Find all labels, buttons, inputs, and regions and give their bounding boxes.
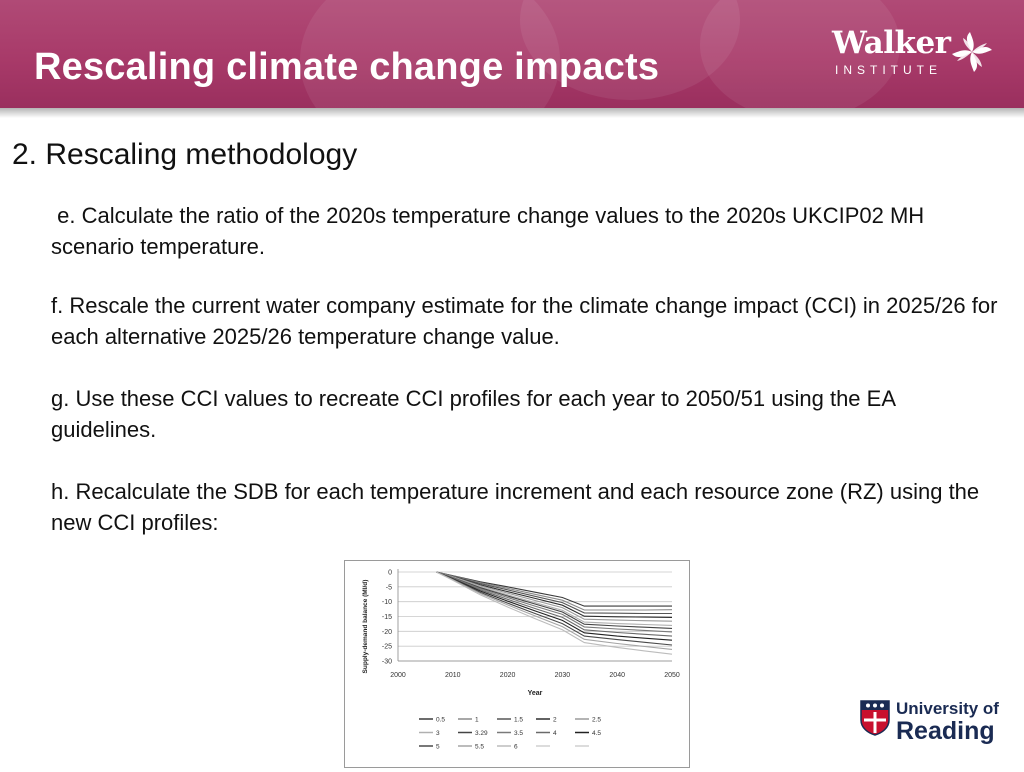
legend-label: 0.5 — [436, 717, 445, 724]
y-tick-label: 0 — [388, 570, 392, 577]
banner-decoration — [300, 0, 560, 160]
legend-label: 4 — [553, 730, 557, 737]
x-tick-label: 2020 — [500, 672, 516, 679]
x-axis-label: Year — [528, 690, 543, 697]
x-tick-label: 2040 — [609, 672, 625, 679]
step-f-text: f. Rescale the current water company est… — [51, 293, 998, 349]
y-tick-label: -10 — [382, 599, 392, 606]
legend-label: 1 — [475, 717, 479, 724]
walker-institute-logo: Walker INSTITUTE — [832, 25, 951, 78]
series-line — [436, 571, 673, 650]
series-line — [436, 571, 673, 622]
legend-label: 3.29 — [475, 730, 488, 737]
legend-label: 2.5 — [592, 717, 601, 724]
walker-logo-subtitle: INSTITUTE — [835, 63, 942, 77]
slide-title: Rescaling climate change impacts — [34, 46, 660, 88]
series-line — [436, 571, 673, 618]
y-tick-label: -5 — [386, 584, 392, 591]
pinwheel-icon — [952, 32, 992, 72]
series-line — [436, 571, 673, 629]
y-tick-label: -25 — [382, 644, 392, 651]
series-line — [436, 571, 673, 626]
series-line — [436, 571, 673, 611]
legend-label: 5.5 — [475, 744, 484, 751]
sdb-chart: 0 -5 -10 -15 -20 -25 -30 2000 2010 2020 2030 2040 20… — [344, 560, 690, 768]
legend-label: 3 — [436, 730, 440, 737]
x-tick-label: 2030 — [555, 672, 571, 679]
reading-wordmark: University of Reading — [896, 699, 999, 745]
series-line — [436, 571, 673, 646]
x-tick-label: 2000 — [390, 672, 406, 679]
university-of-reading-logo: University of Reading — [860, 700, 999, 744]
series-line — [436, 571, 673, 641]
series-line — [436, 571, 673, 655]
walker-logo-name: Walker — [832, 25, 951, 61]
x-tick-label: 2050 — [664, 672, 680, 679]
y-axis-label: Supply-demand balance (Ml/d) — [362, 580, 369, 674]
reading-logo-line1: University of — [896, 699, 999, 718]
step-e-text: e. Calculate the ratio of the 2020s temp… — [51, 203, 931, 259]
banner-shadow — [0, 108, 1024, 118]
legend-label: 4.5 — [592, 730, 601, 737]
series-line — [436, 571, 672, 607]
y-tick-label: -20 — [382, 629, 392, 636]
legend-label: 5 — [436, 744, 440, 751]
step-h-text: h. Recalculate the SDB for each temperat… — [51, 479, 980, 535]
step-g-text: g. Use these CCI values to recreate CCI … — [51, 386, 895, 442]
section-heading: 2. Rescaling methodology — [12, 138, 358, 171]
legend-label: 3.5 — [514, 730, 523, 737]
series-line — [436, 571, 673, 633]
banner-decoration — [700, 0, 900, 120]
y-tick-label: -15 — [382, 614, 392, 621]
legend-label: 1.5 — [514, 717, 523, 724]
legend-label: 2 — [553, 717, 557, 724]
series-line — [436, 571, 673, 637]
y-tick-label: -30 — [382, 659, 392, 666]
header-banner: Rescaling climate change impacts Walker … — [0, 0, 1024, 160]
x-tick-label: 2010 — [445, 672, 461, 679]
series-line — [436, 571, 672, 615]
reading-crest-icon — [860, 700, 890, 736]
reading-logo-line2: Reading — [896, 717, 995, 745]
legend-label: 6 — [514, 744, 518, 751]
